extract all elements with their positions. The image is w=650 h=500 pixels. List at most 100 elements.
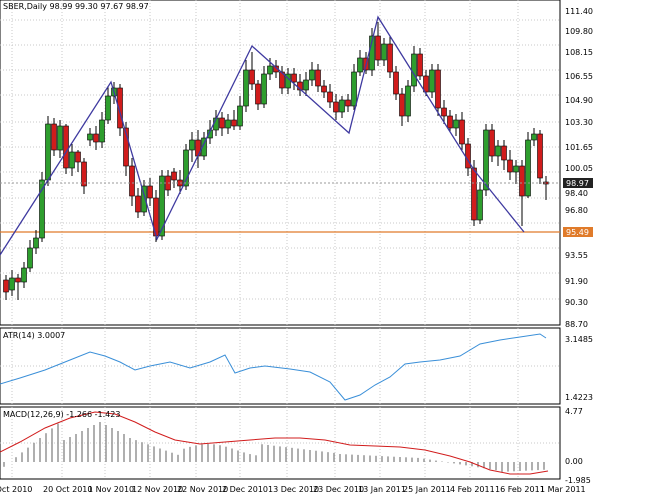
symbol-header: SBER,Daily 98.99 99.30 97.67 98.97 bbox=[3, 2, 149, 11]
candle bbox=[483, 129, 489, 191]
candle bbox=[261, 73, 267, 105]
candle bbox=[501, 145, 507, 161]
candle bbox=[309, 69, 315, 81]
candle bbox=[9, 277, 15, 291]
candle bbox=[477, 189, 483, 221]
candle bbox=[339, 99, 345, 113]
candle bbox=[423, 75, 429, 93]
price-label: 90.30 bbox=[565, 298, 588, 307]
atr-header: ATR(14) 3.0007 bbox=[3, 331, 65, 340]
candle bbox=[537, 133, 543, 179]
candle bbox=[231, 119, 237, 127]
zigzag-line bbox=[0, 15, 525, 256]
date-label: 1 Nov 2010 bbox=[88, 485, 134, 494]
candle bbox=[507, 159, 513, 173]
candle bbox=[225, 119, 231, 129]
price-label: 96.80 bbox=[565, 206, 588, 215]
price-label: 91.90 bbox=[565, 277, 588, 286]
macd-signal-line bbox=[0, 411, 549, 475]
date-label: 4 Feb 2011 bbox=[450, 485, 495, 494]
candle bbox=[519, 165, 525, 197]
candle bbox=[249, 69, 255, 85]
macd-histogram bbox=[3, 422, 545, 472]
candle bbox=[189, 139, 195, 151]
candle bbox=[15, 277, 21, 283]
candle bbox=[81, 161, 87, 187]
candle bbox=[345, 99, 351, 107]
candle bbox=[327, 91, 333, 103]
candle bbox=[87, 133, 93, 141]
price-label: 98.40 bbox=[565, 189, 588, 198]
candle bbox=[123, 127, 129, 167]
price-label: 103.30 bbox=[565, 118, 593, 127]
price-label: 93.55 bbox=[565, 251, 588, 260]
candle bbox=[351, 71, 357, 107]
candle bbox=[321, 85, 327, 93]
price-label: 100.05 bbox=[565, 164, 593, 173]
date-label: 23 Dec 2010 bbox=[313, 485, 364, 494]
candle bbox=[411, 53, 417, 87]
price-label: 111.40 bbox=[565, 7, 593, 16]
date-label: 22 Nov 2010 bbox=[177, 485, 228, 494]
candle bbox=[513, 165, 519, 173]
date-label: 12 Nov 2010 bbox=[132, 485, 183, 494]
atr-grid bbox=[0, 328, 560, 404]
candle bbox=[279, 71, 285, 89]
candle bbox=[183, 149, 189, 187]
macd-min-label: -1.985 bbox=[565, 476, 591, 485]
candle bbox=[201, 137, 207, 157]
candle bbox=[399, 93, 405, 117]
current-price-tag: 98.97 bbox=[563, 178, 593, 188]
candle bbox=[69, 151, 75, 169]
price-label: 108.15 bbox=[565, 48, 593, 57]
candle bbox=[381, 43, 387, 61]
candle bbox=[435, 69, 441, 109]
candle bbox=[429, 69, 435, 93]
atr-max-label: 3.1485 bbox=[565, 335, 593, 344]
macd-zero-label: 0.00 bbox=[565, 457, 583, 466]
price-label: 109.80 bbox=[565, 27, 593, 36]
price-label: 104.90 bbox=[565, 96, 593, 105]
candle bbox=[63, 125, 69, 169]
candle bbox=[357, 57, 363, 73]
candle bbox=[267, 65, 273, 75]
candle bbox=[525, 139, 531, 197]
candle bbox=[405, 85, 411, 117]
candle bbox=[219, 117, 225, 129]
candle bbox=[93, 133, 99, 143]
candle bbox=[375, 35, 381, 61]
candle bbox=[141, 185, 147, 213]
svg-text:98.97: 98.97 bbox=[566, 179, 589, 188]
candle bbox=[393, 71, 399, 95]
support-level-tag: 95.49 bbox=[563, 227, 593, 237]
candle bbox=[495, 145, 501, 157]
macd-max-label: 4.77 bbox=[565, 407, 583, 416]
candle bbox=[129, 165, 135, 197]
candle bbox=[3, 279, 9, 293]
candle bbox=[453, 119, 459, 129]
candle bbox=[237, 105, 243, 127]
candle bbox=[27, 247, 33, 269]
candle bbox=[531, 133, 537, 141]
price-axis: 111.40 109.80 108.15 106.55 104.90 103.30 101.… bbox=[565, 7, 593, 329]
date-label: 16 Feb 2011 bbox=[495, 485, 545, 494]
candle bbox=[303, 79, 309, 91]
price-label: 88.70 bbox=[565, 320, 588, 329]
candle bbox=[33, 237, 39, 249]
candle bbox=[57, 125, 63, 151]
date-label: 20 Oct 2010 bbox=[43, 485, 92, 494]
macd-header: MACD(12,26,9) -1.266 -1.423 bbox=[3, 410, 120, 419]
candle bbox=[255, 83, 261, 105]
candle bbox=[471, 167, 477, 221]
date-label: 25 Jan 2011 bbox=[403, 485, 451, 494]
date-label: 1 Mar 2011 bbox=[540, 485, 586, 494]
atr-line bbox=[0, 333, 547, 401]
candle bbox=[117, 87, 123, 129]
date-label: 6 Oct 2010 bbox=[0, 485, 32, 494]
candle bbox=[387, 43, 393, 73]
candle bbox=[21, 267, 27, 283]
candle bbox=[243, 69, 249, 107]
candle bbox=[333, 101, 339, 113]
